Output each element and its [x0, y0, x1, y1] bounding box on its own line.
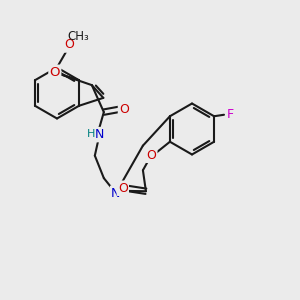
- Text: O: O: [146, 149, 156, 162]
- Text: O: O: [118, 182, 128, 195]
- Text: H: H: [87, 129, 95, 139]
- Text: N: N: [111, 187, 121, 200]
- Text: O: O: [119, 103, 129, 116]
- Text: N: N: [94, 128, 104, 141]
- Text: F: F: [226, 108, 233, 121]
- Text: O: O: [50, 66, 60, 79]
- Text: O: O: [64, 38, 74, 52]
- Text: CH₃: CH₃: [67, 29, 89, 43]
